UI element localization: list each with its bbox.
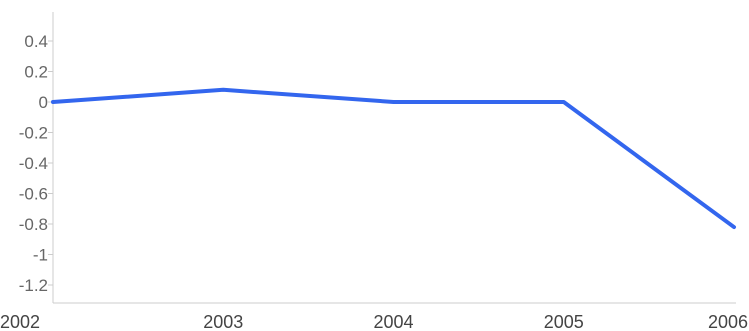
data-point (222, 89, 224, 91)
x-tick-label: 2002 (0, 312, 40, 331)
y-tick-label: -0.4 (19, 154, 48, 173)
y-tick-label: -0.6 (19, 185, 48, 204)
y-tick-label: 0.2 (24, 63, 48, 82)
y-tick-label: -1 (33, 246, 48, 265)
y-tick-label: -1.2 (19, 276, 48, 295)
y-tick-label: -0.2 (19, 124, 48, 143)
y-axis: 0.4 0.2 0 -0.2 -0.4 -0.6 -0.8 -1 -1.2 (19, 12, 54, 303)
series-group (51, 87, 736, 230)
x-tick-label: 2005 (544, 312, 584, 331)
data-point (733, 226, 735, 228)
x-axis: 2002 2003 2004 2005 2006 (0, 302, 748, 331)
y-tick-label: -0.8 (19, 215, 48, 234)
series-line (51, 87, 736, 230)
x-tick-label: 2004 (373, 312, 413, 331)
data-point (52, 101, 54, 103)
data-point (563, 101, 565, 103)
data-point (393, 101, 394, 103)
x-tick-label: 2003 (203, 312, 243, 331)
x-tick-label: 2006 (708, 312, 748, 331)
y-tick-label: 0.4 (24, 32, 48, 51)
y-tick-label: 0 (39, 93, 48, 112)
